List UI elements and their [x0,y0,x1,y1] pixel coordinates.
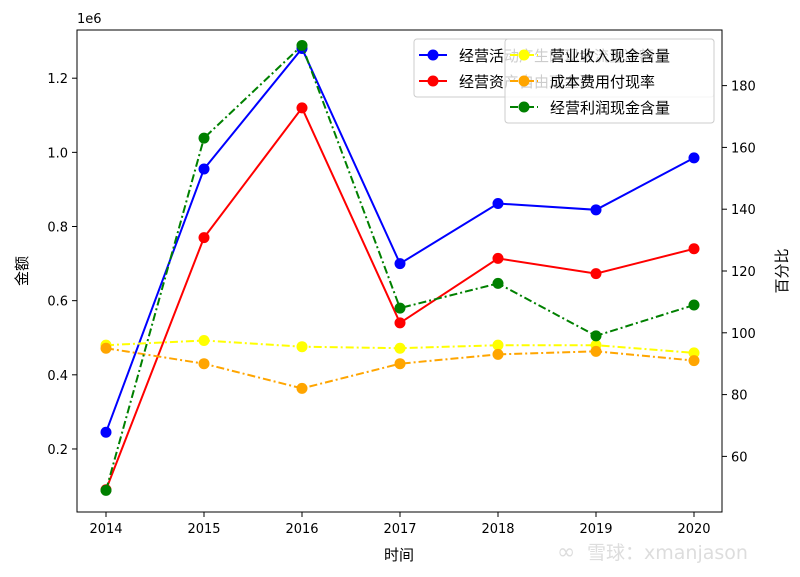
legend-entry-label: 营业收入现金含量 [550,47,670,65]
series-point [296,39,308,51]
series-point [100,426,112,438]
series-point [296,382,308,394]
legend-right-box [504,38,715,124]
x-tick-label: 2015 [187,522,220,537]
series-point [198,358,210,370]
series-point [688,243,700,255]
series-point [394,317,406,329]
left-y-tick-label: 0.2 [47,443,68,458]
series-point [590,330,602,342]
series-point [590,345,602,357]
right-y-tick-label: 120 [731,265,756,280]
legend-swatch-marker [518,49,530,61]
series-point [492,348,504,360]
series-point [296,102,308,114]
left-y-axis-label: 金额 [13,256,31,286]
right-y-tick-label: 100 [731,327,756,342]
series-point [198,232,210,244]
legend-swatch-marker [518,101,530,113]
x-tick-label: 2019 [579,522,612,537]
series-point [688,299,700,311]
series-point [100,342,112,354]
x-tick-label: 2018 [481,522,514,537]
left-y-tick-label: 0.6 [47,295,68,310]
right-axis-series [100,39,700,496]
series-point [492,252,504,264]
legend-swatch-marker [427,75,439,87]
series-point [394,358,406,370]
left-axis-offset-text: 1e6 [77,12,102,27]
series-point [198,335,210,347]
watermark-text: 雪球：xmanjason [587,542,748,564]
left-axis-series [100,43,700,496]
series-point [688,355,700,367]
x-tick-label: 2017 [383,522,416,537]
right-y-axis-label: 百分比 [773,248,791,293]
series-point [296,341,308,353]
series-point [688,347,700,359]
watermark-logo-icon: ∞ [557,540,575,565]
series-point [590,204,602,216]
legend-swatch-marker [427,49,439,61]
legend-swatch-marker [518,75,530,87]
series-point [590,268,602,280]
left-y-tick-label: 1.0 [47,146,68,161]
series-point [688,152,700,164]
legend-entry-label: 成本费用付现率 [550,73,655,91]
series-point [492,277,504,289]
right-y-tick-label: 80 [731,389,748,404]
series-point [198,163,210,175]
left-y-tick-label: 0.8 [47,221,68,236]
right-y-tick-label: 60 [731,450,748,465]
x-tick-label: 2014 [89,522,122,537]
series-point [100,484,112,496]
series-point [394,342,406,354]
right-y-axis: 60 80 100 120 140 160 180 [722,80,756,465]
series-line [105,105,695,491]
x-axis-label: 时间 [384,546,414,564]
series-point [198,132,210,144]
left-y-axis: 0.2 0.4 0.6 0.8 1.0 1.2 [47,72,77,458]
right-y-tick-label: 140 [731,203,756,218]
right-y-tick-label: 180 [731,80,756,95]
series-point [394,302,406,314]
left-y-tick-label: 0.4 [47,369,68,384]
right-y-tick-label: 160 [731,141,756,156]
x-tick-label: 2016 [285,522,318,537]
x-tick-label: 2020 [677,522,710,537]
series-point [492,198,504,210]
x-axis: 2014 2015 2016 2017 2018 2019 2020 [89,512,711,537]
series-point [492,339,504,351]
left-y-tick-label: 1.2 [47,72,68,87]
legend-entry-label: 经营利润现金含量 [550,99,670,117]
series-point [394,258,406,270]
watermark: ∞ 雪球：xmanjason [557,540,748,565]
